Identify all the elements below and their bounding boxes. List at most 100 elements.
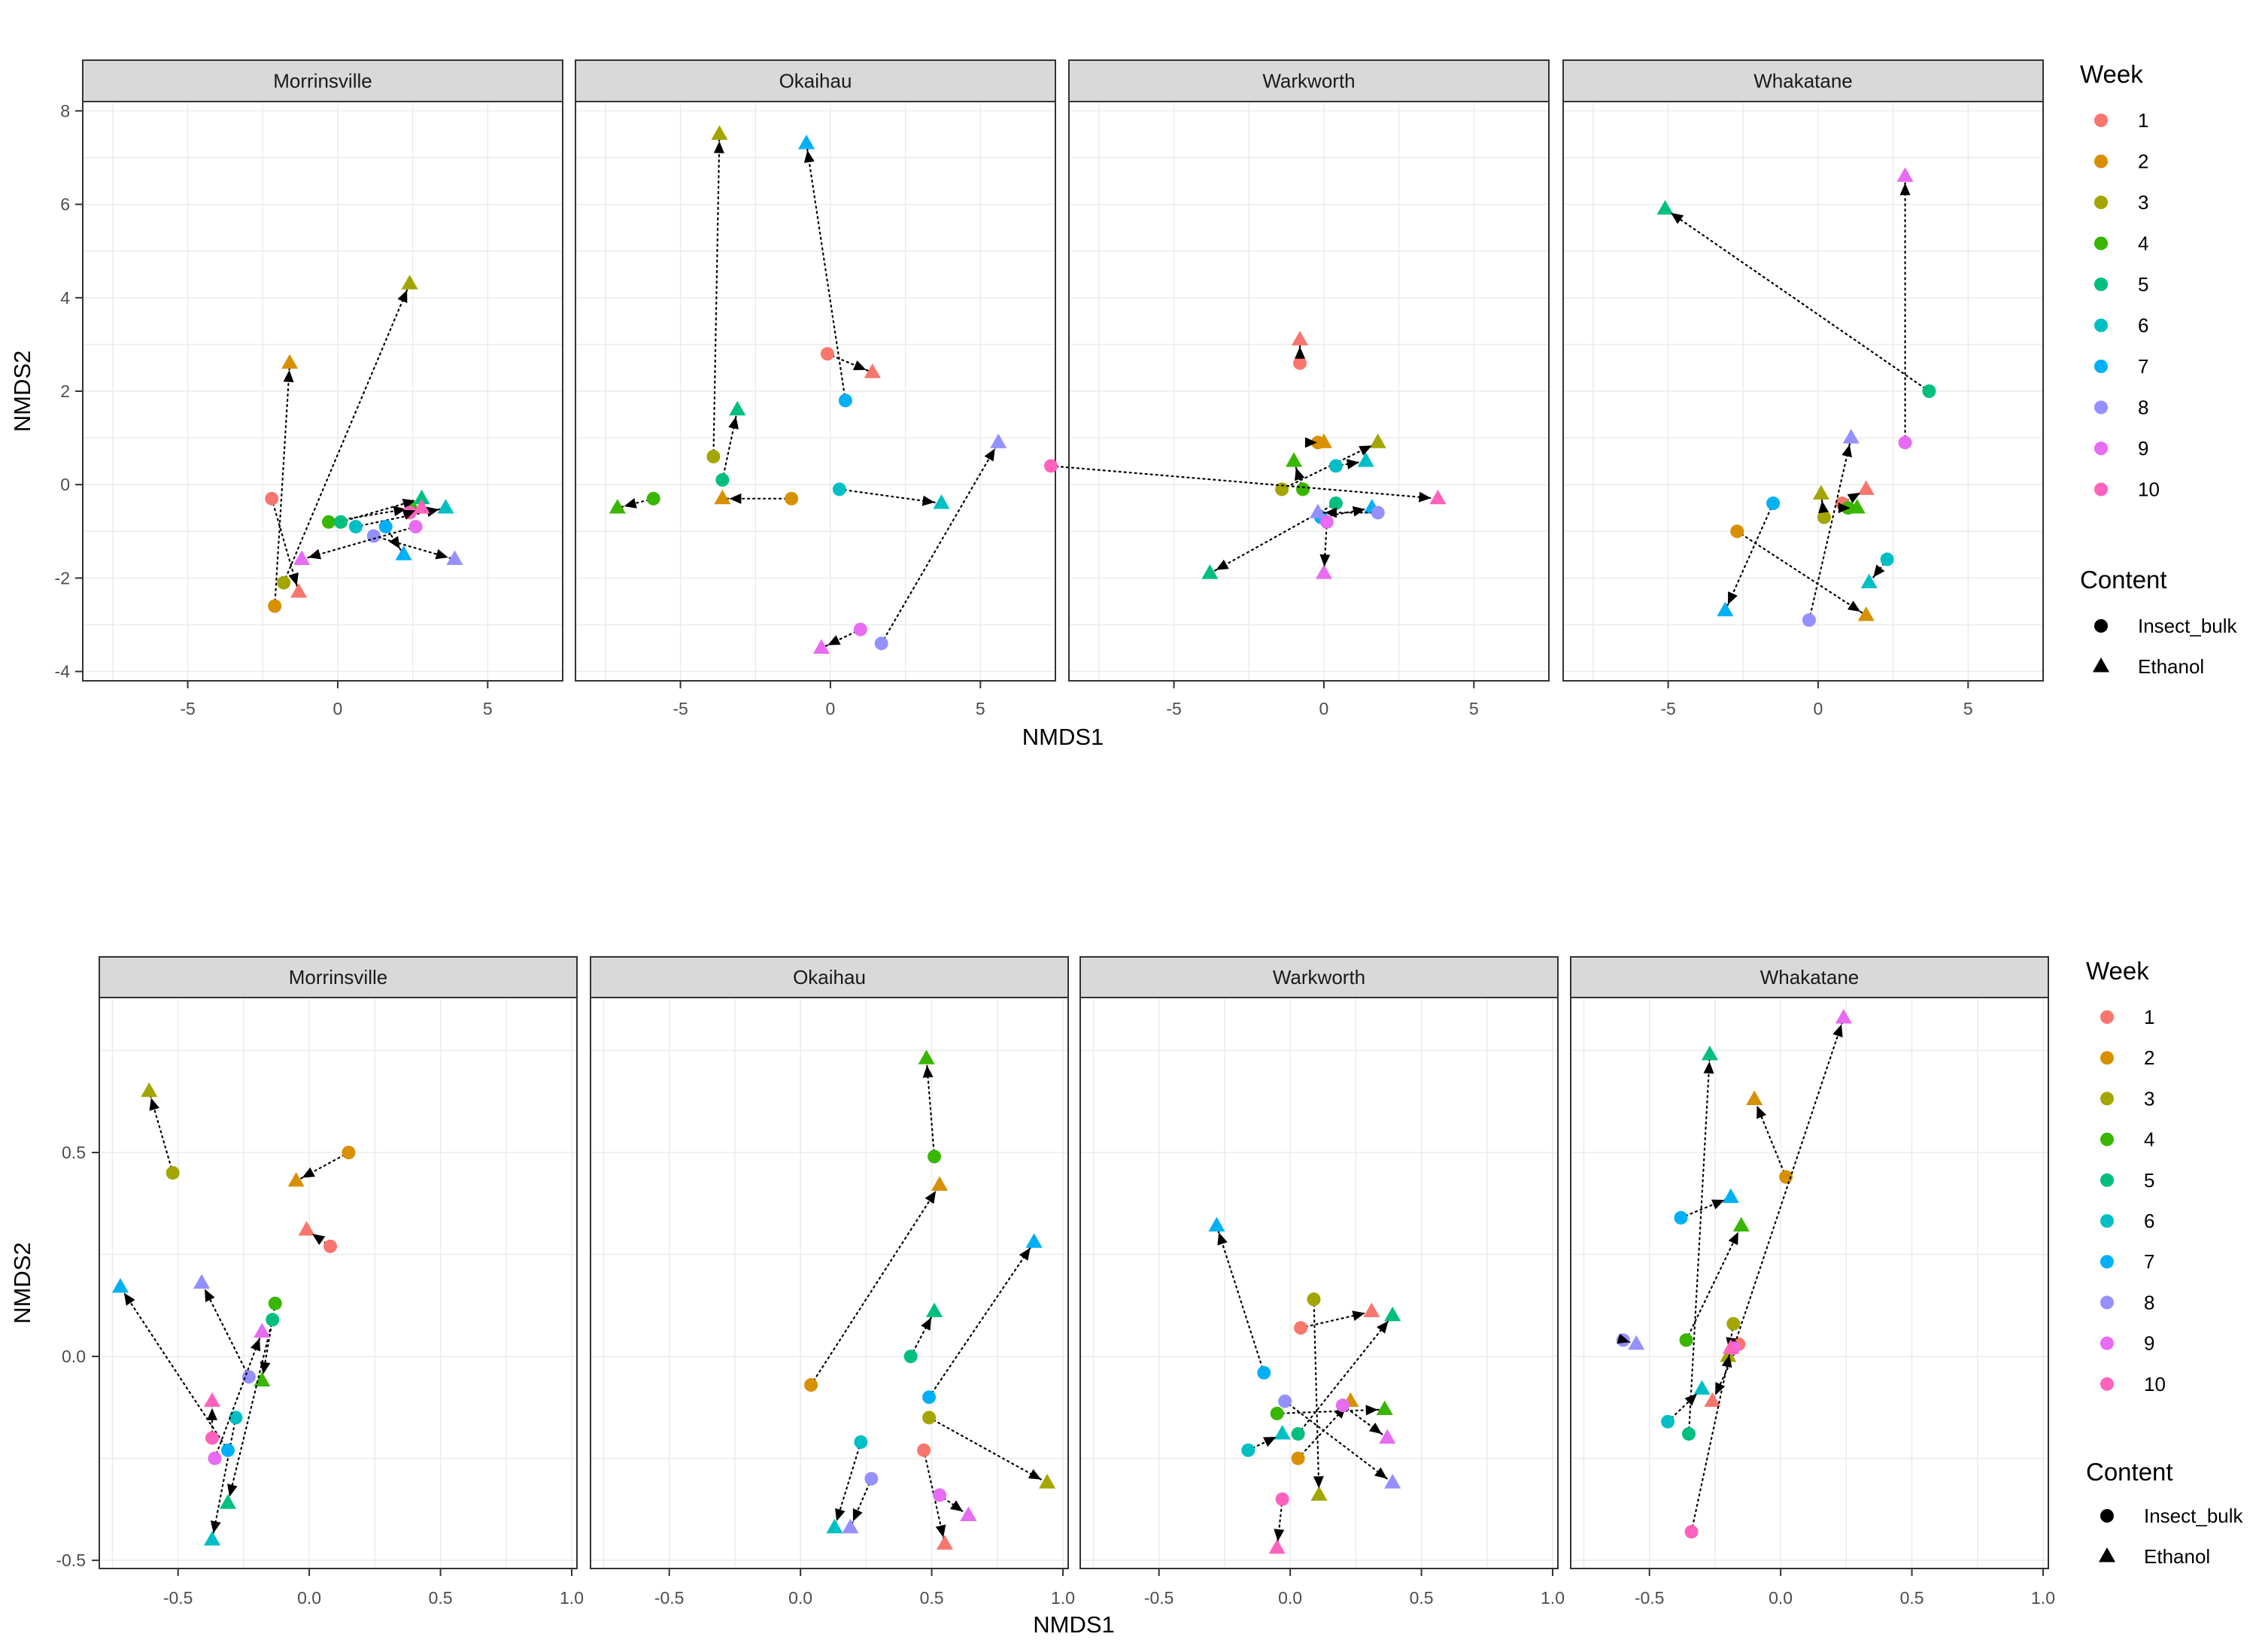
week-4-pair — [1286, 452, 1310, 497]
panel-border — [99, 997, 578, 1569]
facet-morrinsville: Morrinsville -5 0 5 -4 -2 0 2 4 6 8 — [55, 59, 563, 718]
arrowhead — [1841, 444, 1853, 458]
week-10-pair — [1268, 1492, 1289, 1554]
ethanol-point — [1201, 564, 1219, 579]
x-tick-label: -5 — [673, 699, 688, 718]
insect-bulk-point — [922, 1390, 937, 1405]
legend-week-key — [2094, 318, 2108, 333]
connector-line — [925, 1058, 936, 1158]
ethanol-point — [1379, 1429, 1396, 1444]
insect-bulk-point — [1296, 482, 1310, 497]
ethanol-point — [1363, 1302, 1380, 1317]
week-2-pair — [1746, 1090, 1793, 1184]
legend: Week 1 2 3 4 5 6 7 8 9 10 Content Insect_bulk Ethanol — [2080, 60, 2238, 678]
x-tick-label: -0.5 — [654, 1588, 685, 1608]
facet-strip — [1079, 956, 1559, 998]
legend-week-key — [2094, 236, 2108, 251]
panel-border — [1562, 101, 2044, 682]
insect-bulk-point — [864, 1471, 879, 1486]
week-3-pair — [1812, 484, 1831, 524]
arrowhead — [227, 1483, 238, 1497]
x-tick-label: 5 — [976, 699, 985, 718]
arrowhead — [852, 1508, 863, 1522]
ethanol-point — [864, 363, 881, 378]
x-tick-label: 0 — [1814, 699, 1823, 718]
connector-line — [211, 1417, 237, 1541]
facet-title: Morrinsville — [289, 966, 387, 988]
legend-week-key — [2094, 360, 2108, 373]
insect-bulk-point — [208, 1451, 222, 1465]
legend-week-key — [2100, 1173, 2114, 1187]
week-3-pair — [922, 1411, 1056, 1489]
legend-week-key — [2100, 1336, 2114, 1350]
arrowhead — [925, 1190, 937, 1204]
ethanol-point — [141, 1082, 158, 1098]
legend-week-label: 7 — [2138, 355, 2148, 378]
arrowhead — [935, 1524, 946, 1538]
ethanol-point — [437, 499, 454, 514]
facet-morrinsville: Morrinsville -0.5 0.0 0.5 1.0 -0.5 0.0 0.5 — [56, 956, 584, 1608]
arrowhead — [1670, 212, 1684, 224]
ethanol-point — [797, 134, 815, 150]
legend-week-key — [2094, 154, 2108, 169]
arrowhead — [1324, 507, 1337, 518]
insect-bulk-point — [838, 393, 852, 408]
insect-bulk-point — [1335, 1398, 1350, 1413]
connector-line — [274, 362, 291, 607]
ethanol-point — [1384, 1474, 1401, 1489]
week-7-pair — [1717, 497, 1781, 617]
arrowhead — [1352, 1310, 1365, 1321]
ethanol-point — [1848, 499, 1866, 514]
insect-bulk-point — [928, 1149, 942, 1164]
facet-strip — [1570, 956, 2049, 998]
insect-bulk-point — [1319, 515, 1334, 529]
week-7-pair — [922, 1233, 1043, 1405]
ethanol-point — [1732, 1216, 1750, 1232]
ethanol-point — [1369, 433, 1386, 448]
legend-week-key — [2100, 1295, 2114, 1310]
arrowhead — [1703, 1061, 1714, 1074]
insect-bulk-point — [277, 575, 291, 590]
insect-bulk-point — [266, 1313, 280, 1327]
legend-week-label: 5 — [2144, 1169, 2154, 1192]
arrowhead — [1304, 437, 1317, 448]
week-2-pair — [714, 489, 799, 506]
y-tick-label: 8 — [60, 101, 70, 120]
arrowhead — [827, 635, 841, 645]
facet-title: Warkworth — [1273, 966, 1365, 988]
arrowhead — [123, 1292, 135, 1306]
legend-week-key — [2094, 114, 2108, 127]
ethanol-point — [931, 1176, 949, 1191]
ethanol-point — [933, 494, 950, 509]
panel-border — [1570, 997, 2049, 1569]
facet-strip — [1068, 59, 1550, 102]
legend-content-title: Content — [2086, 1458, 2173, 1486]
facet-strip — [82, 59, 563, 102]
week-10-pair — [1044, 459, 1447, 505]
arrowhead — [1711, 1199, 1725, 1210]
legend-week-key — [2094, 400, 2108, 415]
connector-line — [300, 525, 417, 560]
x-tick-label: -0.5 — [1635, 1588, 1665, 1608]
arrowhead — [835, 1508, 846, 1522]
connector-line — [1685, 1225, 1742, 1341]
legend-insect-bulk-label: Insect_bulk — [2144, 1505, 2244, 1527]
arrowhead — [713, 141, 724, 153]
ethanol-point — [281, 354, 299, 369]
week-6-pair — [826, 1435, 868, 1534]
x-tick-label: 0.5 — [920, 1588, 944, 1608]
week-2-pair — [287, 1146, 356, 1187]
arrowhead — [1684, 1393, 1697, 1406]
ethanol-point — [1746, 1090, 1763, 1105]
insect-bulk-point — [342, 1146, 356, 1160]
connector-line — [1724, 502, 1775, 612]
connector-line — [1284, 1400, 1394, 1484]
arrowhead — [1832, 1024, 1843, 1038]
y-tick-label: -2 — [55, 568, 70, 588]
x-tick-label: 5 — [1963, 699, 1973, 718]
arrowhead — [1818, 500, 1829, 514]
x-tick-label: 1.0 — [2031, 1588, 2055, 1608]
y-tick-label: -0.5 — [56, 1550, 86, 1570]
panel-border — [82, 101, 563, 682]
connector-line — [200, 1282, 250, 1378]
